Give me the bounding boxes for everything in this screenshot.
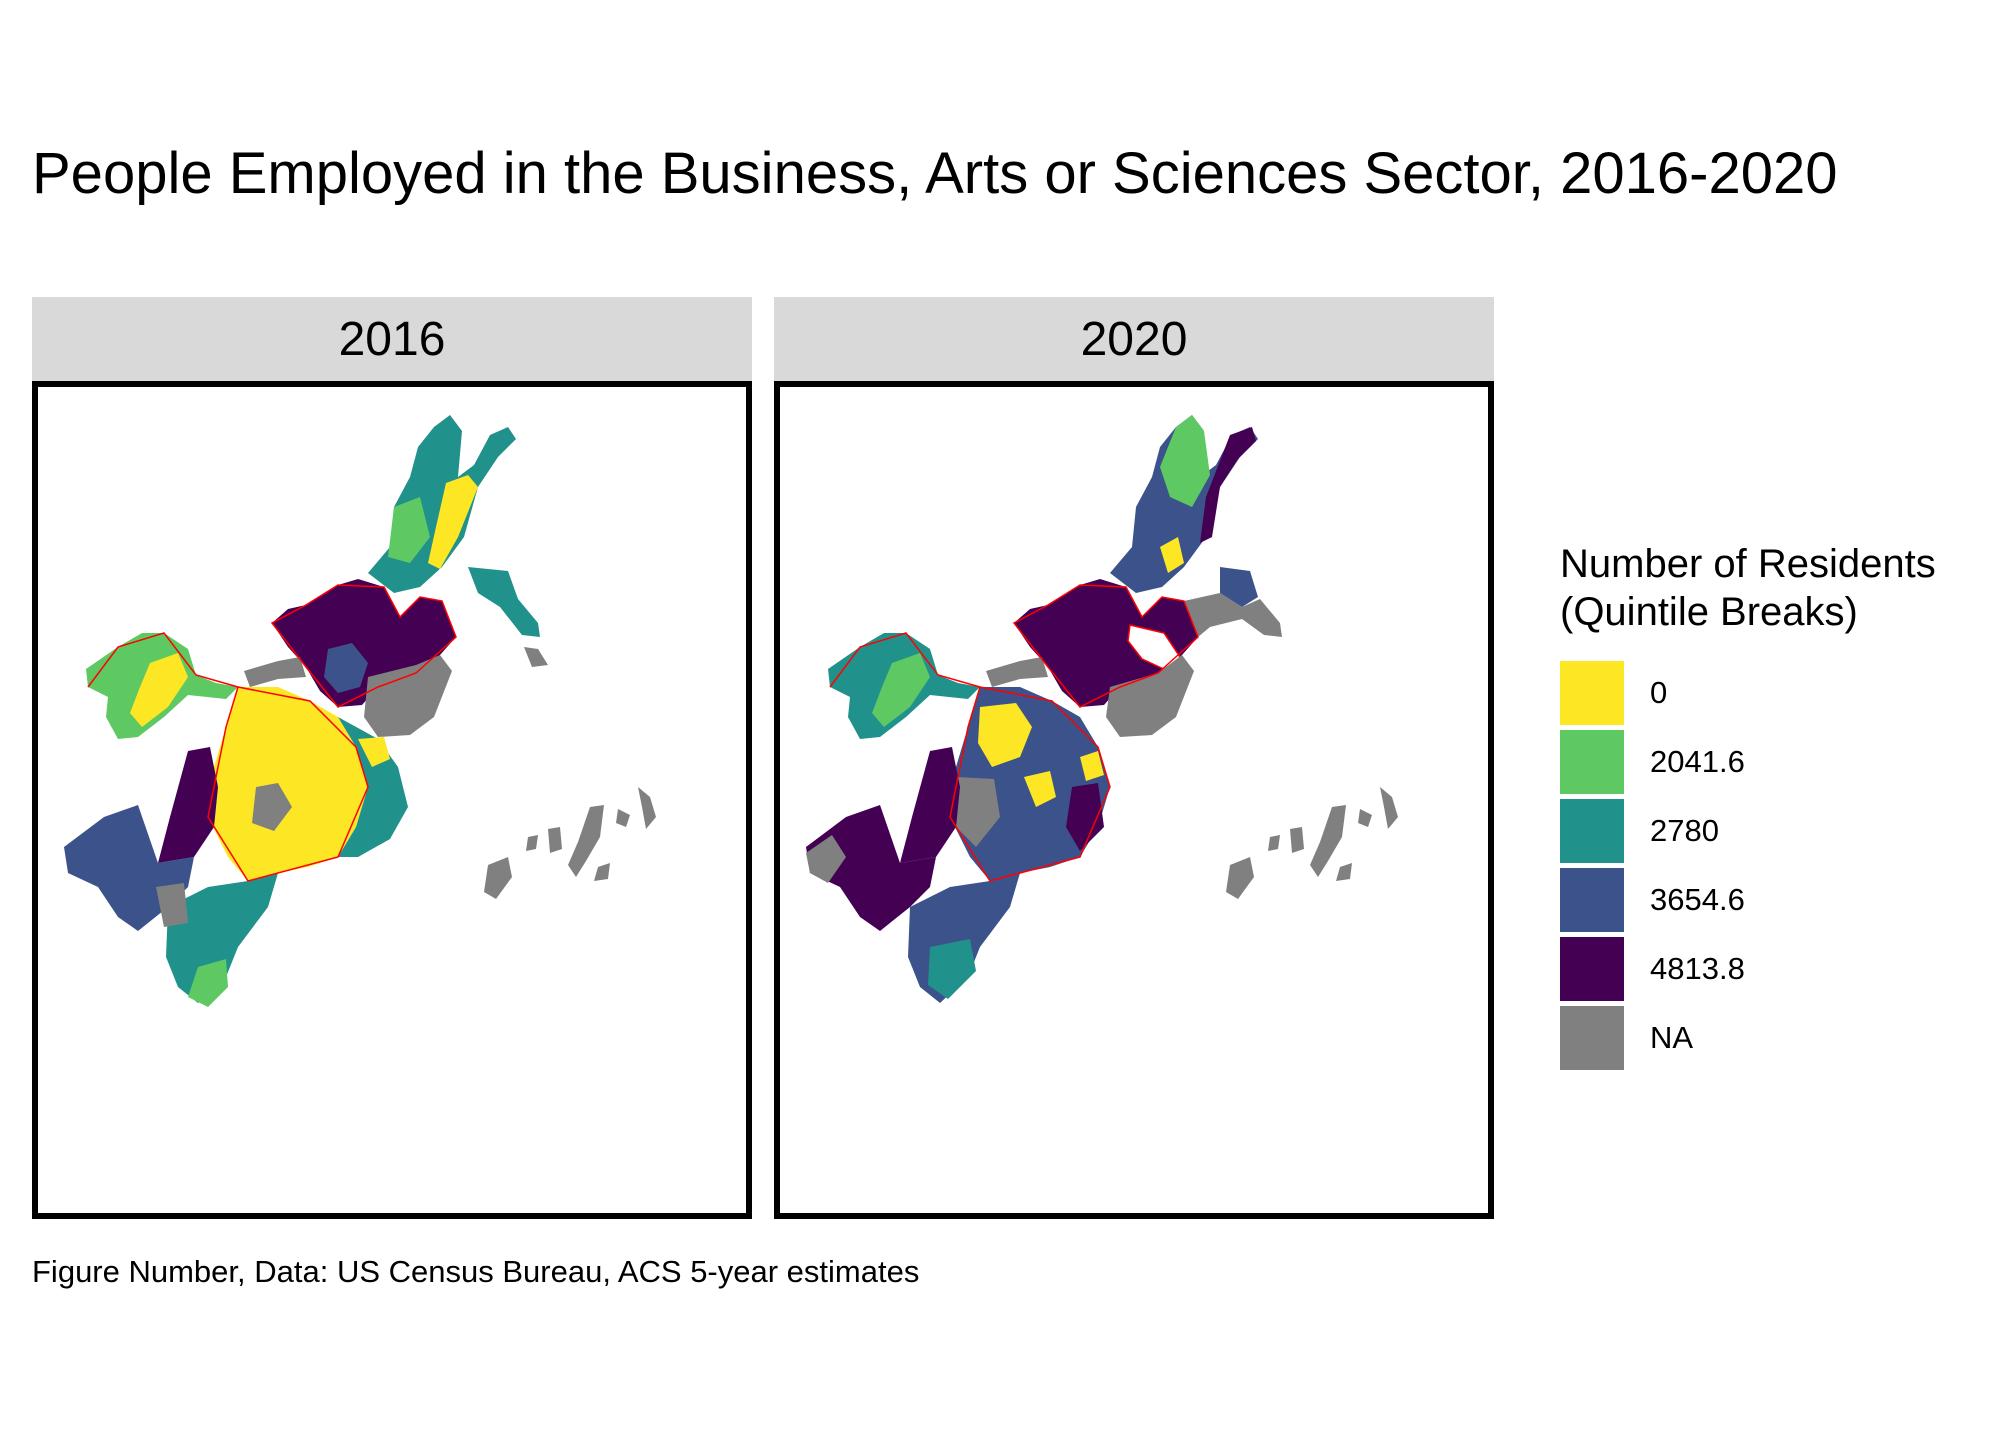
- region-west-yellow-2016: [130, 653, 188, 727]
- map-frame-2020: [774, 381, 1494, 1219]
- region-south-yellow-east-2016: [358, 737, 390, 767]
- region-southwest-purple-2020: [806, 805, 936, 931]
- region-south-gray-2016: [252, 783, 292, 831]
- facet-label-2016: 2016: [338, 312, 446, 366]
- region-south-purple-2020: [900, 747, 960, 863]
- legend-item-0: 0: [1560, 658, 1936, 727]
- legend-swatch-2: [1560, 798, 1624, 863]
- region-south-teal-2016: [338, 717, 408, 857]
- map-2016: [64, 415, 656, 1007]
- region-harbor-gray-2020: [986, 657, 1048, 687]
- legend-label-5: NA: [1650, 1019, 1694, 1055]
- legend-label-4: 4813.8: [1650, 950, 1745, 986]
- region-south-gray-2020: [956, 777, 1000, 847]
- region-east-gray-2016: [524, 647, 548, 667]
- legend-item-4: 4813.8: [1560, 934, 1936, 1003]
- map-2020: [806, 415, 1398, 1003]
- legend-title-line1: Number of Residents: [1560, 542, 1936, 586]
- region-north-yellow-2016: [428, 475, 478, 569]
- legend: Number of Residents (Quintile Breaks) 0 …: [1560, 540, 1936, 1072]
- region-south-2016: [208, 687, 368, 881]
- facet-panel-2020: 2020: [774, 297, 1494, 1219]
- region-south-yellow2-2020: [1024, 771, 1056, 807]
- chart-title: People Employed in the Business, Arts or…: [32, 141, 1838, 206]
- legend-swatch-4: [1560, 936, 1624, 1001]
- region-central-gray-2020: [1106, 655, 1194, 737]
- region-south-purple-2016: [158, 747, 218, 863]
- region-southwest-2020: [908, 873, 1020, 1003]
- region-north-purple-2020: [1200, 427, 1256, 543]
- islands-2020: [1226, 787, 1398, 899]
- legend-label-0: 0: [1650, 674, 1668, 710]
- legend-item-2: 2780: [1560, 796, 1936, 865]
- caption: Figure Number, Data: US Census Bureau, A…: [32, 1254, 920, 1289]
- region-southwest-teal-2016: [166, 873, 278, 1003]
- legend-swatch-5: [1560, 1005, 1624, 1070]
- region-east-yellow-2020: [1080, 751, 1104, 781]
- legend-swatch-1: [1560, 729, 1624, 794]
- legend-title-line2: (Quintile Breaks): [1560, 590, 1858, 634]
- legend-label-1: 2041.6: [1650, 743, 1745, 779]
- legend-item-5: NA: [1560, 1003, 1936, 1072]
- region-north-yellow-2020: [1160, 537, 1184, 573]
- legend-label-2: 2780: [1650, 812, 1719, 848]
- boundaries-2016: [87, 584, 457, 882]
- region-east-blue-2020: [1220, 567, 1258, 607]
- region-southwest-gray-2016: [156, 883, 188, 927]
- region-north-green-2016: [388, 497, 430, 563]
- region-central-blue-2016: [324, 643, 368, 693]
- facet-label-2020: 2020: [1080, 312, 1188, 366]
- map-frame-2016: [32, 381, 752, 1219]
- region-south-purple-east-2020: [1066, 783, 1104, 851]
- boundaries-2020: [829, 584, 1199, 882]
- legend-item-3: 3654.6: [1560, 865, 1936, 934]
- region-south-tip-2016: [188, 959, 228, 1007]
- legend-swatch-0: [1560, 660, 1624, 725]
- region-central-gray-2016: [364, 655, 452, 737]
- legend-item-1: 2041.6: [1560, 727, 1936, 796]
- facet-panel-2016: 2016: [32, 297, 752, 1219]
- region-southwest-gray-2020: [806, 835, 846, 883]
- region-north-green-2020: [1160, 415, 1210, 507]
- islands-2016: [484, 787, 656, 899]
- region-east-2016: [468, 567, 540, 637]
- region-harbor-gray-2016: [244, 657, 306, 687]
- region-south-yellow-2020: [978, 703, 1032, 767]
- legend-items: 0 2041.6 2780 3654.6 4813.8 NA: [1560, 658, 1936, 1072]
- region-east-2020: [1184, 593, 1282, 637]
- legend-swatch-3: [1560, 867, 1624, 932]
- region-west-green-2020: [872, 653, 930, 727]
- legend-label-3: 3654.6: [1650, 881, 1745, 917]
- facet-strip-2016: 2016: [32, 297, 752, 381]
- region-south-teal-2020: [928, 939, 976, 999]
- facet-strip-2020: 2020: [774, 297, 1494, 381]
